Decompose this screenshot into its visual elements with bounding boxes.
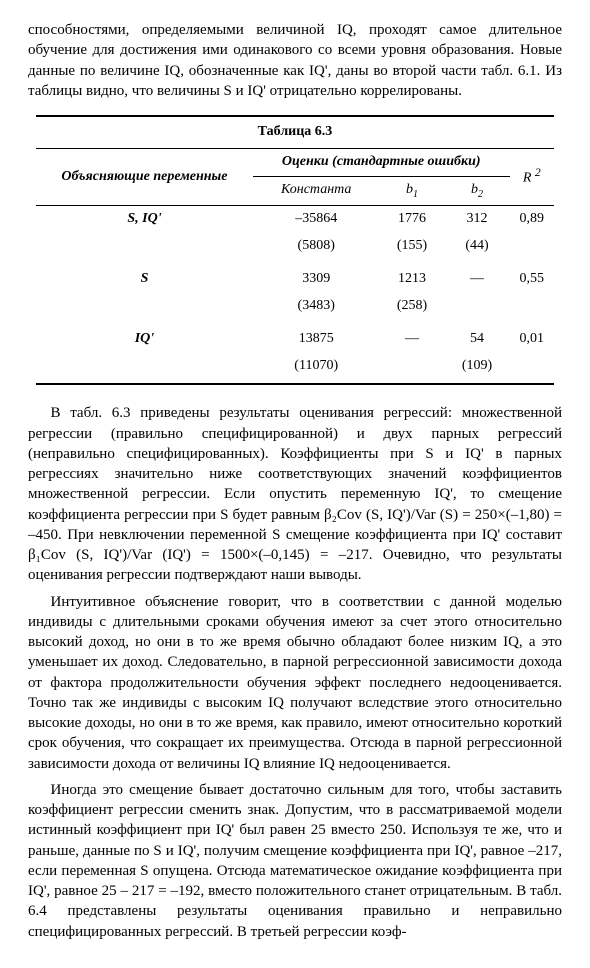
col-explanatory: Объясняющие переменные [36,148,253,205]
table-cell: 312 [445,206,510,233]
body-paragraph: В табл. 6.3 приведены результаты оценива… [28,403,562,585]
table-cell-se: (3483) [253,293,380,320]
table-cell-se [445,293,510,320]
table-cell: — [445,266,510,293]
table-cell: 0,01 [510,326,554,353]
table-cell: –35864 [253,206,380,233]
table-6-3: Таблица 6.3 Объясняющие переменные Оценк… [36,115,554,385]
table-cell: 54 [445,326,510,353]
table-cell: 1213 [380,266,445,293]
table-row-var: S, IQ' [36,206,253,233]
table-row-var: S [36,266,253,293]
table-row-var: IQ' [36,326,253,353]
table-cell-se: (109) [445,353,510,380]
col-constant: Константа [253,176,380,205]
body-paragraph: Интуитивное объяснение говорит, что в со… [28,592,562,774]
col-estimates: Оценки (стандартные ошибки) [253,148,510,176]
col-b2: b2 [445,176,510,205]
table-cell: — [380,326,445,353]
table-cell: 0,89 [510,206,554,233]
table-cell: 13875 [253,326,380,353]
table-cell: 1776 [380,206,445,233]
body-paragraph: Иногда это смещение бывает достаточно си… [28,780,562,942]
table-cell-se: (5808) [253,233,380,260]
table-cell-se: (155) [380,233,445,260]
intro-paragraph: способностями, определяемыми величиной I… [28,20,562,101]
col-r2: R 2 [510,148,554,205]
table-cell-se: (11070) [253,353,380,380]
table-title: Таблица 6.3 [36,123,554,142]
table-cell: 3309 [253,266,380,293]
table-cell: 0,55 [510,266,554,293]
table-cell-se: (258) [380,293,445,320]
col-b1: b1 [380,176,445,205]
table-cell-se: (44) [445,233,510,260]
table-cell-se [380,353,445,380]
